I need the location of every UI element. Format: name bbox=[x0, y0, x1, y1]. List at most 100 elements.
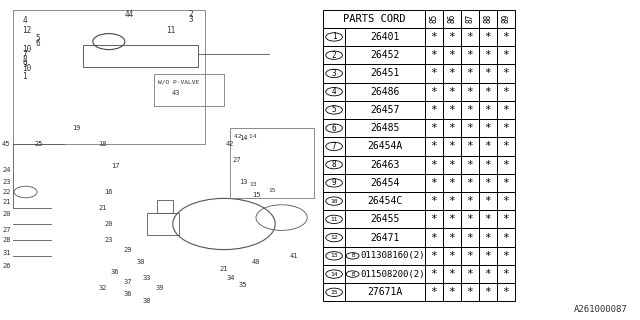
Bar bbox=[497, 119, 515, 137]
Text: 86: 86 bbox=[447, 14, 456, 23]
Text: *: * bbox=[449, 287, 455, 297]
Bar bbox=[497, 210, 515, 228]
Text: 9: 9 bbox=[22, 60, 27, 68]
Text: 1: 1 bbox=[332, 32, 337, 42]
Text: *: * bbox=[467, 251, 473, 261]
Text: *: * bbox=[449, 251, 455, 261]
Text: 34: 34 bbox=[226, 276, 235, 281]
Text: 27671A: 27671A bbox=[367, 287, 403, 297]
Text: 39: 39 bbox=[156, 285, 164, 291]
Bar bbox=[425, 64, 443, 83]
Text: *: * bbox=[431, 123, 437, 133]
Bar bbox=[479, 283, 497, 301]
Bar bbox=[461, 46, 479, 64]
Text: *: * bbox=[449, 50, 455, 60]
Text: *: * bbox=[431, 160, 437, 170]
Bar bbox=[345, 265, 425, 283]
Text: 17: 17 bbox=[111, 164, 120, 169]
Text: 10: 10 bbox=[22, 64, 31, 73]
Text: 5: 5 bbox=[332, 105, 337, 115]
Bar bbox=[479, 156, 497, 174]
Bar bbox=[461, 283, 479, 301]
Text: 8: 8 bbox=[22, 55, 27, 64]
Text: *: * bbox=[484, 287, 491, 297]
Bar bbox=[323, 28, 345, 46]
Text: *: * bbox=[467, 141, 473, 151]
Text: 1: 1 bbox=[22, 72, 27, 81]
Bar bbox=[425, 101, 443, 119]
Bar bbox=[323, 46, 345, 64]
Text: 26454C: 26454C bbox=[367, 196, 403, 206]
Bar bbox=[425, 156, 443, 174]
Text: *: * bbox=[431, 141, 437, 151]
Text: 36: 36 bbox=[124, 292, 132, 297]
Text: 42: 42 bbox=[226, 141, 235, 147]
Text: *: * bbox=[502, 87, 509, 97]
Text: 23: 23 bbox=[2, 180, 11, 185]
Bar bbox=[479, 247, 497, 265]
Text: *: * bbox=[431, 269, 437, 279]
Text: 87: 87 bbox=[465, 14, 474, 23]
Bar bbox=[443, 283, 461, 301]
Text: W/O P-VALVE: W/O P-VALVE bbox=[158, 79, 199, 84]
Text: 28: 28 bbox=[2, 237, 11, 243]
Text: 15: 15 bbox=[252, 192, 260, 198]
Text: *: * bbox=[502, 68, 509, 78]
Text: *: * bbox=[467, 233, 473, 243]
Bar bbox=[154, 74, 224, 106]
Text: 42  14: 42 14 bbox=[234, 133, 256, 139]
Text: 20: 20 bbox=[104, 221, 113, 227]
Text: 26471: 26471 bbox=[371, 233, 399, 243]
Bar bbox=[443, 83, 461, 101]
Text: 89: 89 bbox=[501, 14, 510, 23]
Bar bbox=[323, 156, 345, 174]
Bar bbox=[461, 192, 479, 210]
Text: 13: 13 bbox=[330, 253, 338, 258]
Bar bbox=[13, 10, 205, 144]
Bar bbox=[479, 174, 497, 192]
Bar bbox=[479, 137, 497, 156]
Text: *: * bbox=[484, 87, 491, 97]
Text: *: * bbox=[502, 196, 509, 206]
Text: 32: 32 bbox=[98, 285, 107, 291]
Text: *: * bbox=[467, 160, 473, 170]
Text: 26451: 26451 bbox=[371, 68, 399, 78]
Text: 12: 12 bbox=[330, 235, 338, 240]
Bar bbox=[461, 265, 479, 283]
Text: *: * bbox=[502, 233, 509, 243]
Bar bbox=[479, 210, 497, 228]
Text: *: * bbox=[467, 87, 473, 97]
Text: *: * bbox=[449, 123, 455, 133]
Text: *: * bbox=[449, 105, 455, 115]
Bar bbox=[323, 283, 345, 301]
Bar bbox=[443, 64, 461, 83]
Bar bbox=[345, 156, 425, 174]
Bar bbox=[345, 192, 425, 210]
Text: *: * bbox=[484, 233, 491, 243]
Bar bbox=[425, 10, 443, 28]
Text: *: * bbox=[467, 196, 473, 206]
Bar bbox=[345, 46, 425, 64]
Text: 88: 88 bbox=[483, 14, 492, 23]
Text: *: * bbox=[449, 178, 455, 188]
Bar bbox=[425, 119, 443, 137]
Text: *: * bbox=[467, 50, 473, 60]
Bar bbox=[461, 119, 479, 137]
Text: 16: 16 bbox=[104, 189, 113, 195]
Text: 26452: 26452 bbox=[371, 50, 399, 60]
Text: 27: 27 bbox=[232, 157, 241, 163]
Text: *: * bbox=[431, 233, 437, 243]
Bar bbox=[147, 213, 179, 235]
Text: 7: 7 bbox=[332, 142, 337, 151]
Text: 2: 2 bbox=[189, 10, 193, 19]
Bar bbox=[479, 10, 497, 28]
Text: *: * bbox=[467, 269, 473, 279]
Bar bbox=[497, 174, 515, 192]
Bar bbox=[230, 128, 314, 198]
Bar bbox=[461, 247, 479, 265]
Bar bbox=[443, 10, 461, 28]
Text: B: B bbox=[351, 272, 355, 276]
Text: 18: 18 bbox=[98, 141, 107, 147]
Text: 25: 25 bbox=[34, 141, 43, 147]
Bar bbox=[425, 265, 443, 283]
